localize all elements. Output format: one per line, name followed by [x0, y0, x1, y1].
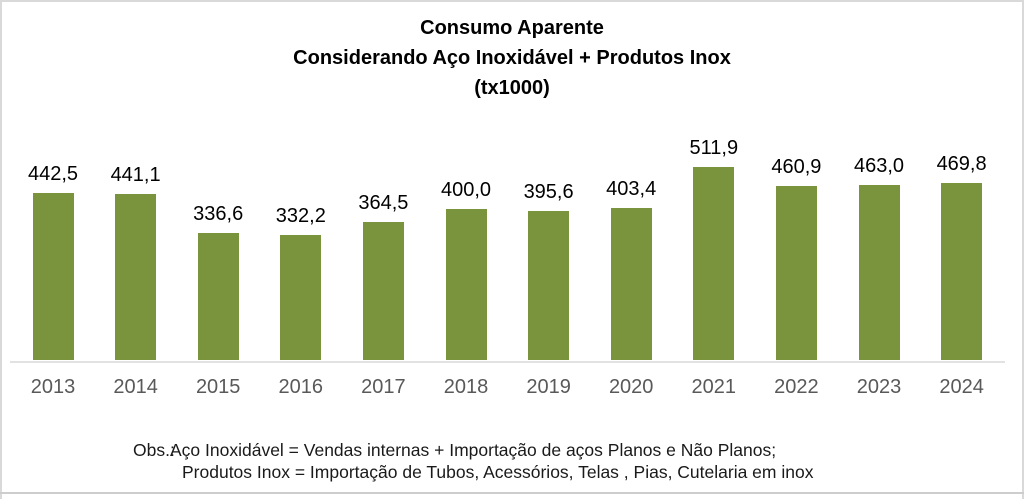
bar-2021	[693, 167, 735, 360]
bar-2024	[941, 183, 983, 360]
value-label-2016: 332,2	[275, 205, 326, 227]
value-label-2024: 469,8	[936, 153, 987, 175]
chart-title-line-3: (tx1000)	[474, 77, 550, 99]
category-label-2014: 2014	[113, 376, 158, 398]
category-label-2021: 2021	[691, 376, 737, 398]
value-label-2014: 441,1	[110, 164, 161, 186]
footnote-line-1: Aço Inoxidável = Vendas internas + Impor…	[170, 440, 777, 460]
chart-title-line-1: Consumo Aparente	[420, 17, 604, 39]
category-label-2022: 2022	[774, 376, 819, 398]
chart-title: Consumo Aparente Considerando Aço Inoxid…	[0, 13, 1024, 103]
bar-2018	[445, 209, 487, 360]
value-label-2022: 460,9	[771, 156, 822, 178]
bar-2014	[115, 194, 157, 360]
value-label-2017: 364,5	[358, 192, 409, 214]
category-label-2018: 2018	[443, 376, 489, 398]
category-label-2015: 2015	[195, 376, 241, 398]
category-label-2013: 2013	[30, 376, 76, 398]
value-label-2020: 403,4	[606, 178, 657, 200]
bar-2013	[32, 193, 74, 360]
bar-2023	[858, 185, 900, 360]
bar-2020	[610, 208, 652, 360]
category-label-2016: 2016	[278, 376, 324, 398]
value-label-2019: 395,6	[523, 181, 574, 203]
chart-title-line-2: Considerando Aço Inoxidável + Produtos I…	[293, 47, 731, 69]
value-label-2018: 400,0	[440, 179, 492, 201]
value-label-2023: 463,0	[853, 155, 905, 177]
footnote-prefix: Obs.:	[133, 440, 175, 460]
category-label-2019: 2019	[526, 376, 571, 398]
bar-2019	[528, 211, 570, 360]
bar-2017	[362, 222, 404, 360]
bar-2016	[280, 235, 322, 360]
bar-2022	[775, 186, 817, 360]
frame-bottom-border	[0, 492, 1024, 494]
category-label-2023: 2023	[856, 376, 902, 398]
footnote-line-2: Produtos Inox = Importação de Tubos, Ace…	[182, 462, 814, 482]
x-axis-line	[10, 361, 1005, 363]
category-label-2020: 2020	[608, 376, 654, 398]
value-label-2013: 442,5	[27, 163, 79, 185]
value-label-2015: 336,6	[193, 203, 244, 225]
category-label-2017: 2017	[361, 376, 406, 398]
bar-2015	[197, 233, 239, 360]
value-label-2021: 511,9	[689, 137, 739, 159]
category-label-2024: 2024	[939, 376, 984, 398]
